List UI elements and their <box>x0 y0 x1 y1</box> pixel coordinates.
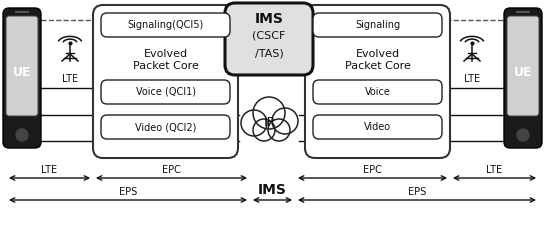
Text: Signaling(QCI5): Signaling(QCI5) <box>128 20 204 30</box>
Text: UE: UE <box>514 67 532 79</box>
FancyBboxPatch shape <box>507 16 539 116</box>
FancyBboxPatch shape <box>101 13 230 37</box>
Text: Signaling: Signaling <box>355 20 400 30</box>
FancyBboxPatch shape <box>313 80 442 104</box>
Circle shape <box>16 129 28 141</box>
Text: EPS: EPS <box>408 187 426 197</box>
Text: Video (QCI2): Video (QCI2) <box>135 122 196 132</box>
Text: /TAS): /TAS) <box>255 48 283 58</box>
Circle shape <box>241 110 267 136</box>
Circle shape <box>517 129 529 141</box>
FancyBboxPatch shape <box>504 8 542 148</box>
Text: IMS: IMS <box>258 183 287 197</box>
Text: LTE: LTE <box>464 74 480 84</box>
FancyBboxPatch shape <box>101 115 230 139</box>
Text: (CSCF: (CSCF <box>252 31 286 41</box>
Text: UE: UE <box>13 67 31 79</box>
Text: IMS: IMS <box>255 12 283 26</box>
Text: Voice: Voice <box>365 87 390 97</box>
Text: EPC: EPC <box>363 165 382 175</box>
Text: LTE: LTE <box>487 165 502 175</box>
FancyBboxPatch shape <box>93 5 238 158</box>
Text: Evolved: Evolved <box>355 49 399 59</box>
FancyBboxPatch shape <box>313 115 442 139</box>
Text: Packet Core: Packet Core <box>132 61 198 71</box>
FancyBboxPatch shape <box>305 5 450 158</box>
Text: Packet Core: Packet Core <box>344 61 410 71</box>
Circle shape <box>268 119 290 141</box>
FancyBboxPatch shape <box>101 80 230 104</box>
Circle shape <box>272 108 298 134</box>
Circle shape <box>253 119 275 141</box>
FancyBboxPatch shape <box>313 13 442 37</box>
Text: Voice (QCI1): Voice (QCI1) <box>136 87 196 97</box>
Text: IP: IP <box>263 116 275 130</box>
FancyBboxPatch shape <box>225 3 313 75</box>
FancyBboxPatch shape <box>3 8 41 148</box>
Text: EPC: EPC <box>162 165 181 175</box>
Text: Evolved: Evolved <box>143 49 187 59</box>
Text: LTE: LTE <box>41 165 58 175</box>
FancyBboxPatch shape <box>6 16 38 116</box>
Circle shape <box>253 97 285 129</box>
Text: EPS: EPS <box>119 187 137 197</box>
Text: LTE: LTE <box>62 74 78 84</box>
Text: Video: Video <box>364 122 391 132</box>
